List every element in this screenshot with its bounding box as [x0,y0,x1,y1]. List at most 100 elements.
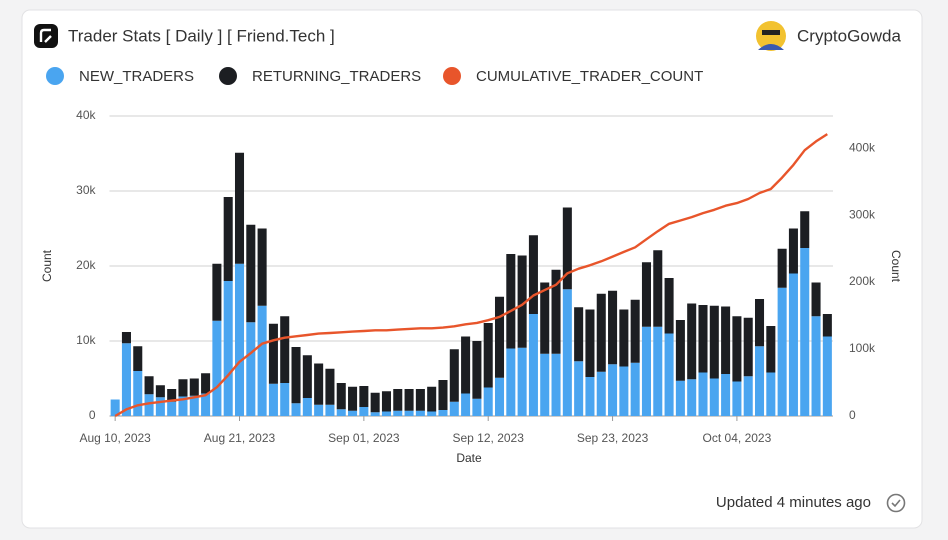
bar-segment [234,152,245,264]
y-tick-label: 30k [76,183,96,197]
y-axis-label: Count [40,249,54,282]
bar-segment [653,250,663,327]
bar-segment [675,320,685,381]
legend-swatch [46,67,64,85]
bar-segment [438,380,448,410]
bar-segment [438,410,448,416]
bar-segment [698,372,708,416]
author-name[interactable]: CryptoGowda [797,26,901,45]
bar-segment [314,404,324,416]
bar-segment [449,401,459,416]
bar-segment [608,290,618,365]
bar-segment [155,385,165,398]
y2-tick-label: 400k [849,140,876,154]
app-logo [34,24,58,48]
bar-segment [223,281,233,416]
bar-segment [404,410,414,416]
bar-segment [540,353,550,416]
y-tick-label: 10k [76,333,96,347]
bar-segment [800,248,810,416]
bar-segment [144,394,154,416]
x-tick-label: Sep 23, 2023 [577,431,649,445]
bar-segment [325,404,335,416]
bar-segment [574,307,584,362]
bar-segment [687,303,697,380]
bar-segment [619,309,629,367]
avatar-glasses [762,30,780,35]
logo-glyph [39,28,52,43]
cumulative-line [114,133,828,418]
bar-segment [721,306,731,374]
bar-segment [788,273,798,416]
bar-segment [585,377,595,416]
bar-segment [415,410,425,416]
x-axis-label: Date [456,451,482,465]
bar-segment [709,378,719,416]
status-icon [886,493,906,513]
bar-segment [370,412,380,416]
bar-segment [664,333,674,416]
bar-segment [336,409,346,416]
bar-segment [325,368,335,405]
bar-segment [257,305,267,416]
bar-segment [619,366,629,416]
bar-segment [359,407,369,416]
bar-segment [189,378,199,396]
bar-segment [754,346,765,416]
bar-segment [415,389,425,411]
bar-segment [754,299,765,347]
bar-segment [811,282,821,317]
bar-segment [212,320,222,416]
bar-segment [121,332,131,344]
bar-segment [336,383,346,410]
bar-segment [574,361,584,416]
bar-segment [687,379,697,416]
bar-segment [212,263,222,321]
bar-segment [698,305,708,373]
bar-segment [596,371,606,416]
bar-segment [709,305,719,379]
bar-segment [483,387,493,416]
bar-segment [348,386,358,411]
bar-segment [494,296,505,378]
bar-segment [517,255,527,348]
avatar-shirt [758,44,784,50]
bar-segment [596,293,606,372]
bar-segment [721,374,731,416]
bar-segment [268,323,278,384]
bar-segment [201,373,211,394]
bar-segment [506,254,516,349]
y2-tick-label: 0 [849,408,856,422]
bar-segment [178,379,188,397]
y2-tick-label: 300k [849,207,876,221]
bar-segment [540,282,550,354]
bar-segment [822,336,832,416]
bar-segment [800,211,810,248]
x-tick-label: Aug 10, 2023 [79,431,151,445]
bar-segment [167,401,177,416]
y2-tick-label: 200k [849,274,876,288]
bar-segment [472,341,482,399]
bar-segment [427,411,437,416]
legend-swatch [219,67,237,85]
bar-segment [551,269,561,354]
legend-label: NEW_TRADERS [79,68,194,85]
bar-segment [291,347,301,404]
bar-segment [133,346,143,371]
bar-segment [381,391,391,412]
y2-tick-label: 100k [849,341,876,355]
bar-segment [291,403,301,416]
bar-segment [449,349,459,402]
bar-segment [167,389,177,402]
bar-segment [246,224,256,323]
bar-segment [280,316,290,383]
y-tick-label: 20k [76,258,96,272]
bar-segment [766,372,776,416]
bar-segment [110,399,120,416]
bar-segment [201,393,211,416]
bar-segment [314,363,324,405]
bar-segment [257,228,267,306]
bar-segment [223,197,233,281]
author-avatar [756,21,786,51]
bar-segment [732,381,742,416]
